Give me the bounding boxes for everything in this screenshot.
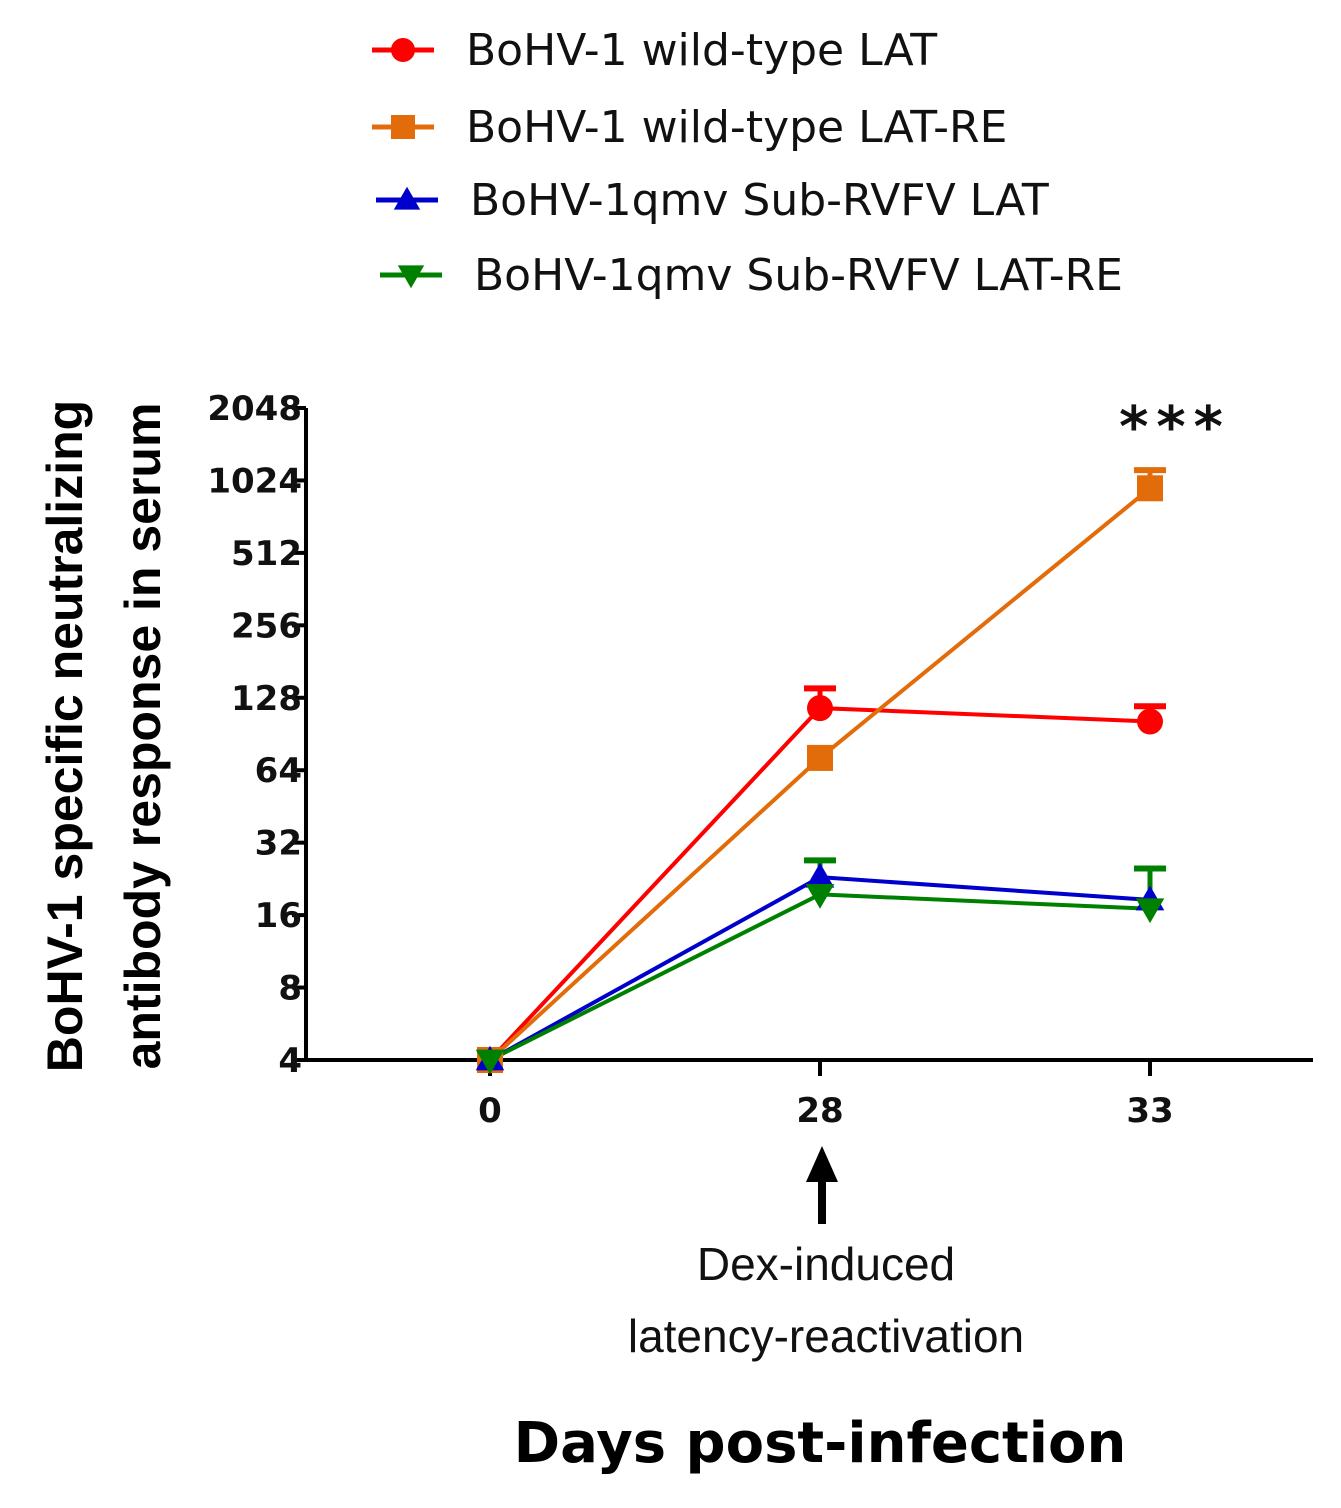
- y-axis-label-line-2: antibody response in serum: [115, 403, 171, 1070]
- y-tick-label: 128: [231, 679, 302, 719]
- data-point: [805, 862, 835, 888]
- y-tick-label: 1024: [207, 461, 302, 501]
- legend-item: BoHV-1qmv Sub-RVFV LAT-RE: [380, 250, 1123, 301]
- legend-marker: [391, 38, 415, 62]
- x-tick-label: 33: [1126, 1091, 1173, 1131]
- error-bars: [804, 467, 1166, 909]
- x-tick-label: 28: [796, 1091, 843, 1131]
- data-point: [807, 744, 833, 771]
- data-point: [1137, 475, 1163, 502]
- legend-label: BoHV-1qmv Sub-RVFV LAT: [470, 175, 1049, 226]
- data-point: [807, 695, 833, 722]
- reactivation-arrow: [806, 1146, 838, 1224]
- y-tick-label: 2048: [207, 389, 302, 429]
- data-point: [1137, 708, 1163, 735]
- data-point: [475, 1049, 505, 1075]
- legend-label: BoHV-1 wild-type LAT: [466, 25, 937, 76]
- legend-marker: [397, 265, 425, 289]
- y-tick-label: 16: [255, 896, 302, 936]
- y-tick-label: 8: [278, 969, 302, 1009]
- y-tick-label: 64: [255, 751, 302, 791]
- legend-item: BoHV-1 wild-type LAT-RE: [372, 102, 1007, 153]
- y-tick-label: 512: [231, 534, 302, 574]
- legend-item: BoHV-1 wild-type LAT: [372, 25, 937, 76]
- x-tick-label: 0: [478, 1091, 502, 1131]
- series-line-4: [489, 892, 1151, 1062]
- y-tick-label: 32: [255, 824, 302, 864]
- arrow-annotation-line-2: latency-reactivation: [628, 1310, 1024, 1362]
- significance-marker: ***: [1119, 395, 1231, 460]
- legend-label: BoHV-1 wild-type LAT-RE: [466, 102, 1007, 153]
- series-markers: [475, 475, 1165, 1075]
- arrow-annotation-line-1: Dex-induced: [697, 1238, 955, 1290]
- legend-marker: [391, 115, 415, 139]
- legend-item: BoHV-1qmv Sub-RVFV LAT: [376, 175, 1049, 226]
- data-point: [805, 884, 835, 909]
- legend: BoHV-1 wild-type LAT BoHV-1 wild-type LAT…: [372, 25, 1123, 301]
- y-tick-label: 4: [278, 1041, 302, 1081]
- y-tick-label: 256: [231, 606, 302, 646]
- series-lines: [488, 486, 1152, 1062]
- series-line-2: [488, 486, 1152, 1062]
- y-axis-label-line-1: BoHV-1 specific neutralizing: [37, 400, 93, 1072]
- x-axis-label: Days post-infection: [514, 1411, 1127, 1476]
- legend-label: BoHV-1qmv Sub-RVFV LAT-RE: [474, 250, 1123, 301]
- legend-marker: [393, 186, 421, 210]
- axes: 4 8 16 32 64 128 256 512 1024 2048 0 28 33: [207, 389, 1313, 1131]
- data-point: [1135, 898, 1165, 924]
